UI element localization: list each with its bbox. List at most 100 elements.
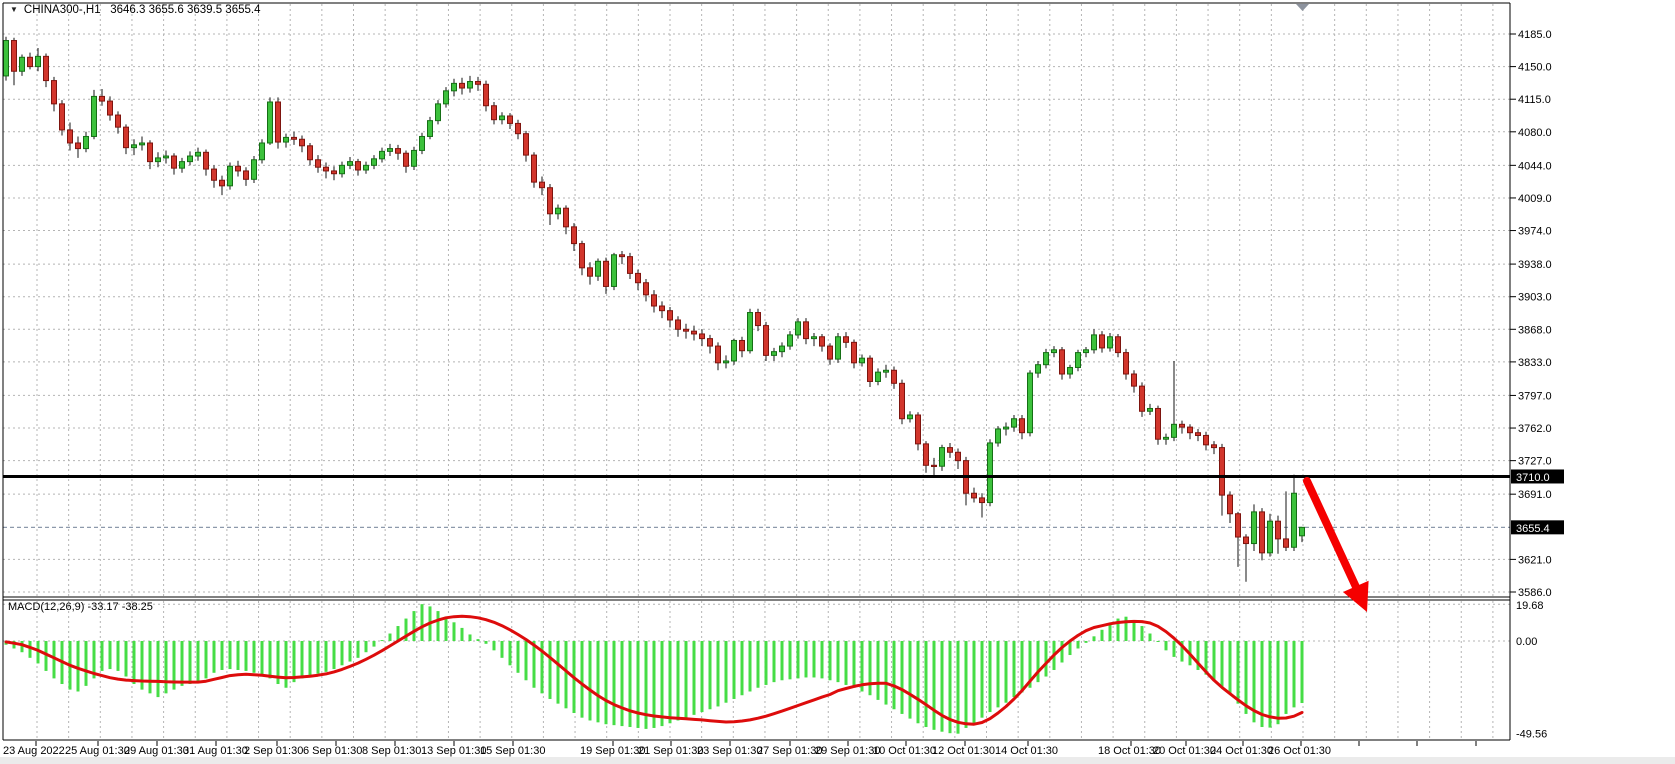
bullish-candle bbox=[771, 351, 777, 356]
time-axis-label[interactable]: 18 Oct 01:30 bbox=[1098, 745, 1161, 757]
time-axis-label[interactable]: 10 Oct 01:30 bbox=[873, 745, 936, 757]
macd-histogram-bar bbox=[1228, 641, 1232, 695]
bullish-candle bbox=[1107, 336, 1113, 349]
bearish-candle bbox=[707, 338, 713, 347]
bearish-candle bbox=[571, 226, 577, 245]
macd-histogram-bar bbox=[508, 641, 512, 666]
macd-histogram-bar bbox=[908, 641, 912, 719]
time-axis-label[interactable]: 2 Sep 01:30 bbox=[244, 745, 303, 757]
macd-histogram-bar bbox=[1292, 641, 1296, 708]
macd-indicator-label: MACD(12,26,9) -33.17 -38.25 bbox=[8, 601, 153, 613]
macd-histogram-bar bbox=[348, 641, 352, 662]
bearish-candle bbox=[619, 254, 625, 258]
macd-histogram-bar bbox=[1212, 641, 1216, 681]
macd-histogram-bar bbox=[972, 641, 976, 724]
time-axis-label[interactable]: 8 Sep 01:30 bbox=[362, 745, 421, 757]
macd-histogram-bar bbox=[644, 641, 648, 729]
macd-histogram-bar bbox=[724, 641, 728, 703]
bullish-candle bbox=[371, 158, 377, 166]
time-axis-label[interactable]: 25 Aug 01:30 bbox=[65, 745, 130, 757]
macd-histogram-bar bbox=[916, 641, 920, 724]
bearish-candle bbox=[243, 170, 249, 180]
time-axis-label[interactable]: 29 Sep 01:30 bbox=[815, 745, 880, 757]
time-axis-label[interactable]: 6 Sep 01:30 bbox=[303, 745, 362, 757]
bearish-candle bbox=[1243, 536, 1249, 545]
macd-histogram-bar bbox=[740, 641, 744, 696]
macd-histogram-bar bbox=[316, 641, 320, 674]
price-badge-value: 3710.0 bbox=[1516, 472, 1550, 484]
macd-histogram-bar bbox=[1284, 641, 1288, 714]
macd-histogram-bar bbox=[20, 641, 24, 653]
time-axis-label[interactable]: 21 Sep 01:30 bbox=[638, 745, 703, 757]
bullish-candle bbox=[1011, 418, 1017, 428]
trend-arrow-shaft[interactable] bbox=[1303, 477, 1360, 591]
time-axis-label[interactable]: 15 Sep 01:30 bbox=[480, 745, 545, 757]
chart-shift-icon[interactable] bbox=[1296, 4, 1309, 11]
macd-histogram-bar bbox=[300, 641, 304, 679]
bearish-candle bbox=[755, 312, 761, 327]
macd-histogram-bar bbox=[1220, 641, 1224, 687]
bearish-candle bbox=[203, 151, 209, 170]
symbol-dropdown-icon[interactable]: ▼ bbox=[10, 5, 18, 14]
macd-histogram-bar bbox=[956, 641, 960, 734]
bullish-candle bbox=[779, 345, 785, 353]
bearish-candle bbox=[395, 148, 401, 154]
price-badge[interactable] bbox=[1511, 520, 1564, 535]
time-axis-label[interactable]: 24 Oct 01:30 bbox=[1210, 745, 1273, 757]
bullish-candle bbox=[835, 336, 841, 360]
macd-histogram-bar bbox=[1132, 620, 1136, 641]
bearish-candle bbox=[947, 447, 953, 453]
time-axis-label[interactable]: 27 Sep 01:30 bbox=[757, 745, 822, 757]
time-axis-label[interactable]: 23 Sep 01:30 bbox=[697, 745, 762, 757]
bullish-candle bbox=[907, 414, 913, 420]
bearish-candle bbox=[323, 166, 329, 172]
bearish-candle bbox=[355, 161, 361, 171]
time-axis-label[interactable]: 19 Sep 01:30 bbox=[580, 745, 645, 757]
bullish-candle bbox=[411, 149, 417, 167]
time-axis-label[interactable]: 20 Oct 01:30 bbox=[1153, 745, 1216, 757]
bearish-candle bbox=[627, 256, 633, 274]
bottom-strip bbox=[0, 757, 1675, 764]
bearish-candle bbox=[1227, 494, 1233, 515]
bullish-candle bbox=[195, 151, 201, 157]
bearish-candle bbox=[827, 345, 833, 360]
macd-histogram-bar bbox=[852, 641, 856, 688]
macd-histogram-bar bbox=[860, 641, 864, 692]
price-axis-label: 3868.0 bbox=[1518, 324, 1552, 336]
macd-histogram-bar bbox=[196, 641, 200, 683]
trend-arrow-head-icon[interactable] bbox=[1343, 580, 1369, 612]
bullish-candle bbox=[267, 101, 273, 144]
bullish-candle bbox=[435, 103, 441, 122]
time-axis-label[interactable]: 12 Oct 01:30 bbox=[932, 745, 995, 757]
macd-histogram-bar bbox=[1196, 641, 1200, 670]
time-axis-label[interactable]: 13 Sep 01:30 bbox=[421, 745, 486, 757]
time-axis-label[interactable]: 26 Oct 01:30 bbox=[1268, 745, 1331, 757]
time-axis-label[interactable]: 31 Aug 01:30 bbox=[183, 745, 248, 757]
bearish-candle bbox=[683, 328, 689, 332]
bearish-candle bbox=[915, 414, 921, 445]
macd-histogram-bar bbox=[1084, 641, 1088, 643]
macd-histogram-bar bbox=[412, 611, 416, 641]
bearish-candle bbox=[923, 443, 929, 466]
macd-histogram-bar bbox=[684, 641, 688, 718]
macd-histogram-bar bbox=[380, 640, 384, 642]
bullish-candle bbox=[227, 165, 233, 187]
macd-histogram-bar bbox=[516, 641, 520, 673]
macd-histogram-bar bbox=[84, 641, 88, 686]
time-axis-label[interactable]: 29 Aug 01:30 bbox=[124, 745, 189, 757]
price-badge[interactable] bbox=[1511, 469, 1564, 484]
macd-histogram-bar bbox=[108, 641, 112, 670]
bearish-candle bbox=[147, 142, 153, 163]
bearish-candle bbox=[235, 165, 241, 172]
macd-histogram-bar bbox=[308, 641, 312, 676]
bearish-candle bbox=[971, 492, 977, 499]
bullish-candle bbox=[1051, 349, 1057, 354]
macd-histogram-bar bbox=[804, 641, 808, 678]
bearish-candle bbox=[515, 122, 521, 135]
time-axis-label[interactable]: 14 Oct 01:30 bbox=[995, 745, 1058, 757]
macd-histogram-bar bbox=[588, 641, 592, 721]
bearish-candle bbox=[843, 336, 849, 343]
time-axis-label[interactable]: 23 Aug 2022 bbox=[3, 745, 65, 757]
macd-histogram-bar bbox=[964, 641, 968, 728]
